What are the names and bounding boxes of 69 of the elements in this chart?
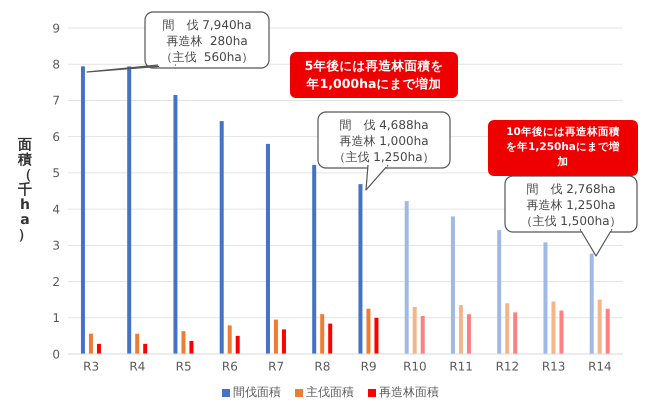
x-tick-label: R8 <box>314 360 330 374</box>
notice-box: 10年後には再造林面積を年1,250haにまで増加 <box>488 120 638 176</box>
bar <box>236 336 240 354</box>
bar <box>80 66 85 354</box>
x-tick-label: R7 <box>268 360 284 374</box>
annotation: 10年後には再造林面積を年1,250haにまで増加 <box>505 125 621 170</box>
y-tick-label: 9 <box>52 21 60 36</box>
bar <box>173 95 178 354</box>
bar <box>228 325 232 354</box>
y-tick-label: 0 <box>52 347 60 362</box>
bar <box>543 242 548 354</box>
y-tick-label: 3 <box>52 238 60 253</box>
annotation: 間 伐 4,688ha 再造林 1,000ha （主伐 1,250ha） <box>333 118 435 164</box>
bar <box>606 308 610 354</box>
y-tick-label: 7 <box>52 94 60 108</box>
x-tick-label: R14 <box>588 360 612 374</box>
notice-box: 5年後には再造林面積を年1,000haにまで増加 <box>290 52 458 98</box>
y-tick-label: 1 <box>52 311 60 326</box>
x-tick-label: R6 <box>222 360 238 374</box>
x-tick-label: R11 <box>449 360 473 374</box>
bar <box>266 144 270 354</box>
bar <box>320 314 324 354</box>
y-tick-label: 8 <box>52 57 60 72</box>
bar <box>505 303 510 354</box>
bar <box>374 318 378 354</box>
x-tick-label: R13 <box>542 360 566 374</box>
y-tick-label: 6 <box>52 130 60 144</box>
y-axis-title: 面積（千ha） <box>16 138 33 243</box>
legend-label: 間伐面積 <box>233 384 281 401</box>
bar <box>181 331 186 354</box>
bar <box>312 164 316 354</box>
bar <box>551 301 556 354</box>
bar <box>404 201 409 354</box>
bar <box>88 334 93 354</box>
y-tick-label: 5 <box>52 166 60 180</box>
bar <box>220 121 224 354</box>
bar <box>328 324 332 354</box>
bar <box>458 305 463 354</box>
bar <box>412 306 417 354</box>
bar <box>143 344 148 354</box>
x-tick-label: R4 <box>129 360 146 374</box>
bar <box>420 316 425 354</box>
bar <box>189 340 194 354</box>
legend-label: 再造林面積 <box>379 384 439 401</box>
bar <box>497 230 502 354</box>
x-tick-label: R3 <box>83 360 100 374</box>
x-tick-label: R10 <box>403 360 427 374</box>
bar <box>127 66 132 354</box>
bar <box>450 216 455 354</box>
bar <box>559 310 564 354</box>
bar <box>466 314 471 354</box>
annotation: 5年後には再造林面積を年1,000haにまで増加 <box>304 57 444 94</box>
bar <box>366 308 370 354</box>
x-tick-label: R9 <box>360 360 377 374</box>
y-tick-label: 2 <box>52 274 60 289</box>
x-tick-label: R12 <box>496 360 520 374</box>
bar <box>513 312 518 354</box>
x-tick-label: R5 <box>176 360 192 374</box>
y-tick-label: 4 <box>52 202 60 216</box>
bar <box>590 254 594 354</box>
annotation: 間 伐 7,940ha 再造林 280ha （主伐 560ha） <box>160 18 254 64</box>
bar <box>358 184 362 354</box>
legend-label: 主伐面積 <box>306 384 354 401</box>
bar <box>282 329 286 354</box>
bar <box>598 300 602 354</box>
bar <box>135 334 140 354</box>
bar <box>274 320 278 354</box>
annotation: 間 伐 2,768ha 再造林 1,250ha （主伐 1,500ha） <box>520 182 622 228</box>
bar <box>96 344 101 354</box>
